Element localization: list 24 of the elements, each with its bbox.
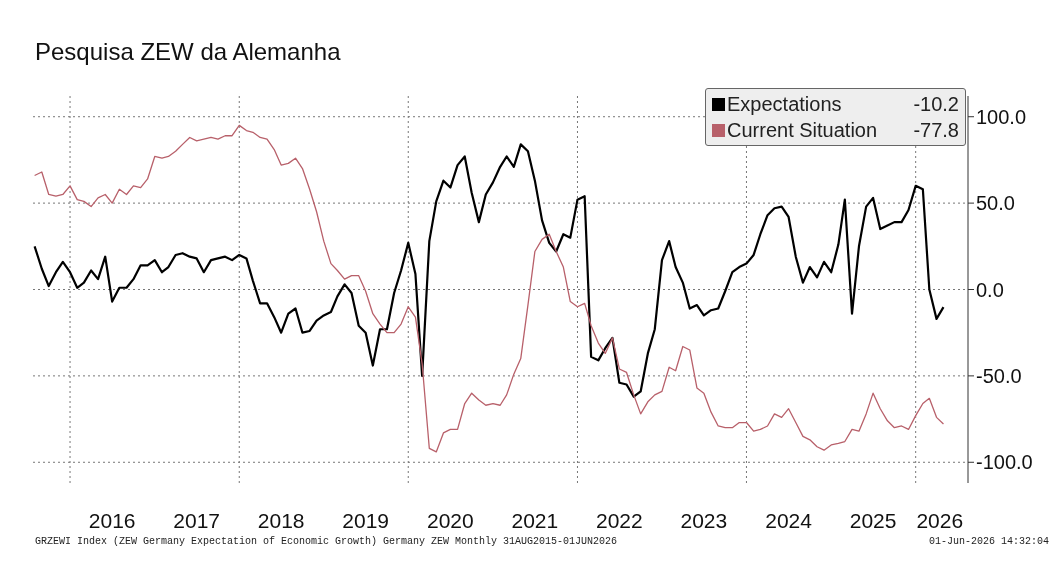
x-tick-label: 2024 — [765, 508, 813, 532]
x-tick-label: 2016 — [88, 508, 136, 532]
annotation: -10.2 — [912, 92, 959, 117]
x-tick-label: 2023 — [680, 508, 728, 532]
y-tick-label: -100.0 — [976, 451, 1033, 474]
y-tick-label: 100.0 — [976, 105, 1027, 128]
line-series — [33, 143, 945, 398]
y-tick-label: 0.0 — [976, 278, 1004, 301]
x-tick-label: 2017 — [173, 508, 221, 532]
x-tick-label: 2025 — [849, 508, 897, 532]
x-tick-label: 2021 — [511, 508, 559, 532]
text: 01-Jun-2026 14:32:04 — [928, 536, 1049, 547]
chart-title: Pesquisa ZEW da Alemanha — [35, 38, 341, 66]
legend-label: Expectations — [727, 92, 843, 117]
text: GRZEWI Index (ZEW Germany Expectation of Economic Growth) Germany ZEW Monthly 31AUG2015-01JUN2026 — [35, 536, 618, 547]
y-tick-label: -50.0 — [976, 364, 1022, 387]
x-tick-label: 2020 — [427, 508, 474, 532]
legend-label: Current Situation — [727, 118, 879, 143]
y-tick-label: 50.0 — [976, 192, 1015, 215]
x-tick-label: 2022 — [596, 508, 643, 532]
x-tick-label: 2026 — [916, 508, 964, 532]
x-tick-label: 2018 — [257, 508, 305, 532]
x-tick-label: 2019 — [342, 508, 390, 532]
annotation: -77.8 — [912, 118, 959, 143]
